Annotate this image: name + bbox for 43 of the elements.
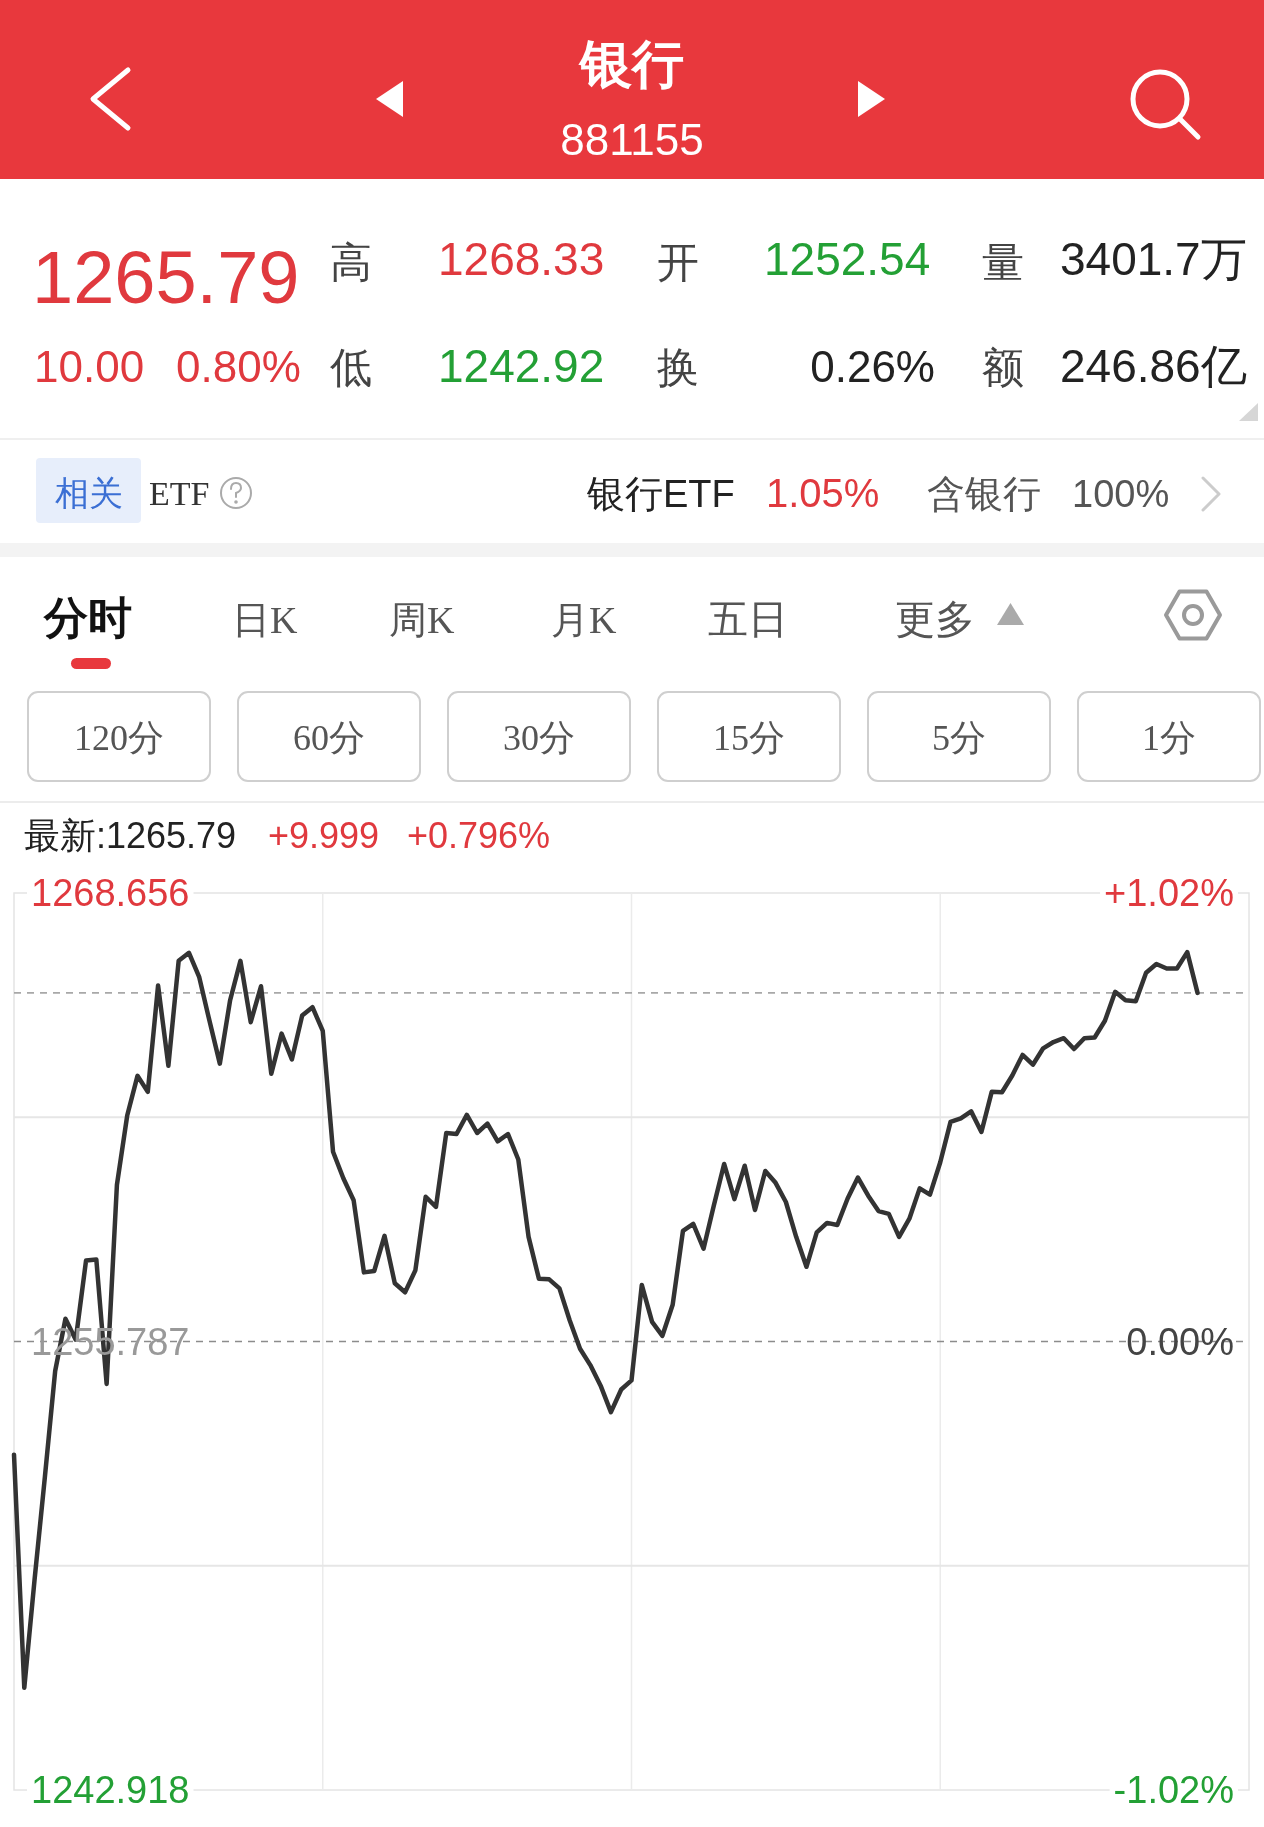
text: 量 — [982, 239, 1024, 286]
text: +9.999 — [268, 815, 380, 856]
text: 15分 — [713, 718, 785, 758]
text: 1252.54 — [764, 233, 931, 285]
text: 换 — [657, 344, 699, 391]
y2-tick-label: -1.02% — [1113, 1769, 1234, 1811]
text: 额 — [982, 344, 1024, 391]
text: 5分 — [932, 718, 986, 758]
text: 含银行 — [927, 473, 1041, 515]
text: 0.26% — [810, 342, 935, 391]
text: 0.80% — [176, 342, 301, 391]
text: 高 — [330, 239, 372, 286]
text: 1242.92 — [438, 340, 605, 392]
text: 1265.79 — [32, 236, 300, 319]
y2-tick-label: +1.02% — [1104, 872, 1234, 914]
text: +0.796% — [407, 815, 551, 856]
text: 10.00 — [34, 342, 145, 391]
text: 低 — [330, 344, 372, 391]
text: 五日 — [708, 597, 788, 642]
text: 3401.7万 — [1060, 233, 1247, 285]
text: 100% — [1072, 473, 1170, 515]
text: 银行ETF — [586, 473, 735, 515]
y-tick-label: 1268.656 — [31, 872, 190, 914]
text: 1.05% — [766, 471, 880, 515]
text: 分时 — [43, 593, 132, 642]
chart-subtitle: 881155 — [560, 115, 704, 164]
text: 1268.33 — [438, 233, 605, 285]
text: 更多 — [895, 597, 975, 642]
text: 日K — [232, 599, 298, 641]
text: 246.86亿 — [1060, 340, 1247, 392]
text: 开 — [657, 239, 699, 286]
text: 月K — [551, 599, 617, 641]
text: 1分 — [1142, 718, 1196, 758]
text: 30分 — [503, 718, 575, 758]
chart-title: 银行 — [578, 35, 684, 93]
y2-tick-label: 0.00% — [1126, 1320, 1234, 1363]
text: 120分 — [74, 718, 164, 758]
text: ETF — [149, 475, 210, 512]
text: 60分 — [293, 718, 365, 758]
text: 周K — [389, 599, 455, 641]
text: 相关 — [54, 474, 123, 512]
text: 最新:1265.79 — [24, 815, 237, 856]
y-tick-label: 1242.918 — [31, 1769, 190, 1811]
